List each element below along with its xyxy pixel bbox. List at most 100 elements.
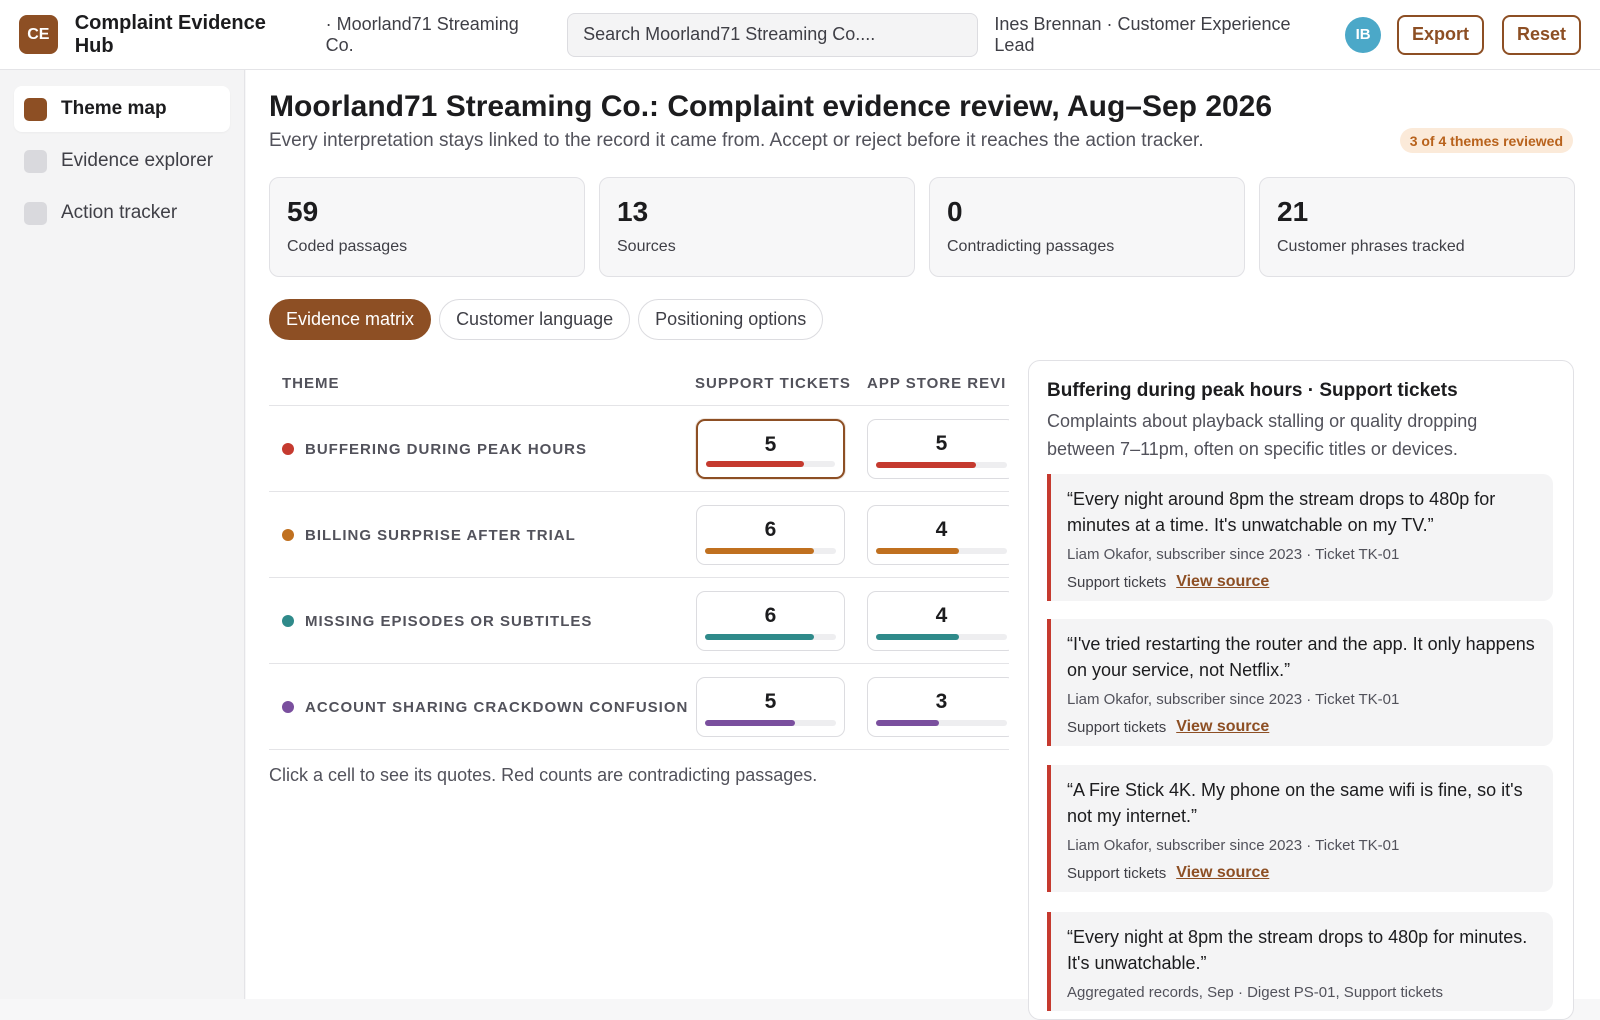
table-row: BUFFERING DURING PEAK HOURS 5 5 [269, 406, 1009, 492]
stat-value: 21 [1277, 196, 1309, 227]
theme-color-dot [282, 615, 294, 627]
cell-bar-track [705, 634, 836, 640]
sidebar-item-theme-map[interactable]: Theme map [14, 86, 230, 132]
quote-meta: Liam Okafor, subscriber since 2023 · Tic… [1067, 546, 1400, 563]
stat-value: 13 [617, 196, 649, 227]
cell-bar-fill [705, 548, 814, 554]
tab-evidence-matrix[interactable]: Evidence matrix [269, 299, 432, 340]
sidebar-item-action-tracker[interactable]: Action tracker [14, 190, 230, 236]
quote-meta: Liam Okafor, subscriber since 2023 · Tic… [1067, 691, 1400, 708]
stat-value: 59 [287, 196, 319, 227]
cell-bar-fill [705, 720, 796, 726]
cell-count: 5 [764, 433, 777, 456]
search-input[interactable] [583, 24, 963, 45]
app-title: Complaint Evidence Hub [74, 11, 266, 57]
theme-color-dot [282, 529, 294, 541]
theme-label: BUFFERING DURING PEAK HOURS [282, 406, 587, 492]
cell-bar-fill [876, 548, 959, 554]
quote-source: Support tickets [1067, 718, 1167, 736]
theme-color-dot [282, 443, 294, 455]
matrix-header: THEME SUPPORT TICKETS APP STORE REVI [269, 360, 1009, 406]
column-header-theme: THEME [282, 375, 340, 392]
quote-text: “Every night around 8pm the stream drops… [1067, 489, 1496, 535]
sidebar: Theme map Evidence explorer Action track… [0, 70, 245, 999]
stat-label: Coded passages [287, 238, 408, 255]
cell-bar-track [705, 720, 836, 726]
quote-source-row: Support tickets View source [1067, 573, 1537, 591]
cell-bar-track [705, 548, 836, 554]
app-logo: CE [19, 15, 58, 54]
theme-name: ACCOUNT SHARING CRACKDOWN CONFUSION [305, 698, 689, 716]
matrix-cell-app-store-reviews[interactable]: 4 [867, 505, 1009, 565]
sidebar-item-label: Action tracker [61, 202, 178, 223]
cell-bar-fill [876, 720, 939, 726]
sidebar-item-evidence-explorer[interactable]: Evidence explorer [14, 138, 230, 184]
matrix-cell-support-tickets[interactable]: 6 [696, 591, 845, 651]
quote-source: Support tickets [1067, 573, 1167, 591]
sidebar-item-label: Evidence explorer [61, 150, 214, 171]
cell-count: 3 [935, 690, 948, 713]
tab-positioning-options[interactable]: Positioning options [638, 299, 824, 340]
matrix-cell-app-store-reviews[interactable]: 4 [867, 591, 1009, 651]
view-tabs: Evidence matrix Customer language Positi… [269, 299, 824, 340]
cell-bar-fill [705, 634, 814, 640]
cell-bar-track [876, 548, 1007, 554]
cell-count: 6 [764, 604, 777, 627]
theme-label: MISSING EPISODES OR SUBTITLES [282, 578, 592, 664]
theme-name: BUFFERING DURING PEAK HOURS [305, 440, 588, 458]
cell-bar-track [876, 720, 1007, 726]
cell-count: 4 [935, 604, 948, 627]
stat-card-coded-passages: 59 Coded passages [269, 177, 585, 277]
cell-count: 5 [935, 432, 948, 455]
column-header-support-tickets: SUPPORT TICKETS [695, 375, 851, 392]
matrix-cell-support-tickets[interactable]: 6 [696, 505, 845, 565]
table-row: MISSING EPISODES OR SUBTITLES 6 4 [269, 578, 1009, 664]
evidence-matrix: THEME SUPPORT TICKETS APP STORE REVI BUF… [269, 360, 1009, 820]
quote-text: “I've tried restarting the router and th… [1067, 634, 1535, 680]
export-button[interactable]: Export [1396, 14, 1484, 55]
quote-meta: Liam Okafor, subscriber since 2023 · Tic… [1067, 837, 1400, 854]
quote-text: “A Fire Stick 4K. My phone on the same w… [1067, 780, 1523, 826]
theme-name: BILLING SURPRISE AFTER TRIAL [305, 526, 576, 544]
quote-card: “A Fire Stick 4K. My phone on the same w… [1047, 765, 1553, 892]
quote-card: “Every night at 8pm the stream drops to … [1047, 912, 1553, 1011]
review-status-badge: 3 of 4 themes reviewed [1399, 128, 1573, 153]
view-source-link[interactable]: View source [1176, 864, 1270, 881]
matrix-cell-support-tickets[interactable]: 5 [696, 677, 845, 737]
search-box[interactable] [567, 12, 979, 57]
panel-title: Buffering during peak hours · Support ti… [1047, 380, 1458, 401]
view-source-link[interactable]: View source [1176, 718, 1270, 735]
quote-source-row: Support tickets View source [1067, 718, 1537, 736]
quote-panel: Buffering during peak hours · Support ti… [1028, 360, 1574, 1020]
workspace-label: · Moorland71 Streaming Co. [325, 13, 519, 55]
tab-customer-language[interactable]: Customer language [439, 299, 631, 340]
cell-count: 5 [764, 690, 777, 713]
cell-bar-track [876, 462, 1007, 468]
stat-label: Customer phrases tracked [1277, 238, 1465, 255]
stat-card-sources: 13 Sources [599, 177, 915, 277]
stat-card-contradicting-passages: 0 Contradicting passages [929, 177, 1245, 277]
quote-meta: Aggregated records, Sep · Digest PS-01, … [1067, 984, 1444, 1001]
theme-label: BILLING SURPRISE AFTER TRIAL [282, 492, 576, 578]
theme-map-icon [24, 97, 47, 121]
table-row: BILLING SURPRISE AFTER TRIAL 6 4 [269, 492, 1009, 578]
matrix-cell-app-store-reviews[interactable]: 5 [867, 419, 1009, 479]
quote-text: “Every night at 8pm the stream drops to … [1067, 927, 1528, 973]
stats-row: 59 Coded passages 13 Sources 0 Contradic… [269, 177, 1575, 277]
stat-label: Contradicting passages [947, 238, 1115, 255]
stat-value: 0 [947, 196, 963, 227]
cell-count: 6 [764, 518, 777, 541]
theme-label: ACCOUNT SHARING CRACKDOWN CONFUSION [282, 664, 688, 750]
page-title: Moorland71 Streaming Co.: Complaint evid… [269, 90, 1273, 123]
quote-source-row: Support tickets View source [1067, 864, 1537, 882]
matrix-cell-support-tickets[interactable]: 5 [696, 419, 845, 479]
matrix-help-note: Click a cell to see its quotes. Red coun… [269, 765, 818, 785]
panel-description: Complaints about playback stalling or qu… [1047, 411, 1478, 459]
page-subtitle: Every interpretation stays linked to the… [269, 130, 1204, 151]
top-bar: CE Complaint Evidence Hub · Moorland71 S… [0, 0, 1600, 70]
view-source-link[interactable]: View source [1176, 573, 1270, 590]
main-content: Moorland71 Streaming Co.: Complaint evid… [246, 70, 1600, 1020]
avatar[interactable]: IB [1345, 16, 1381, 53]
matrix-cell-app-store-reviews[interactable]: 3 [867, 677, 1009, 737]
reset-button[interactable]: Reset [1501, 14, 1581, 55]
